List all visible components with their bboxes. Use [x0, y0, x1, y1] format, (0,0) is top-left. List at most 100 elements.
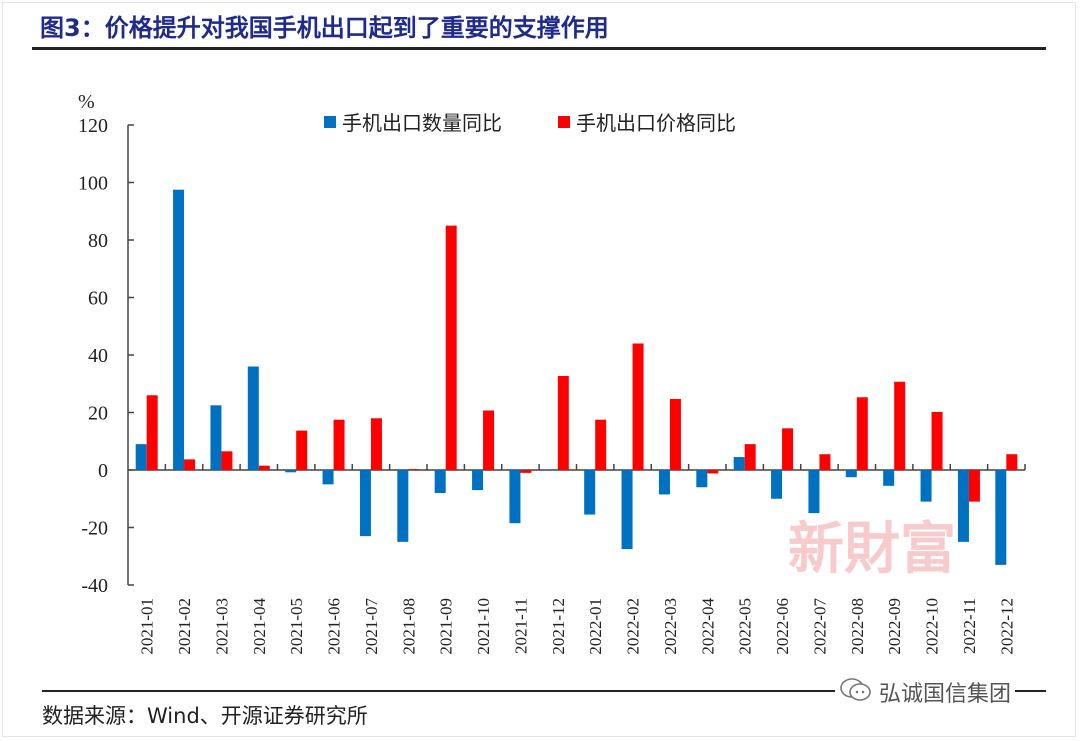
x-tick-label: 2021-03	[212, 598, 231, 655]
x-tick-label: 2021-07	[362, 598, 381, 655]
x-tick-label: 2022-01	[586, 598, 605, 655]
bar-quantity-2022-07	[808, 470, 820, 514]
x-axis-labels: 2021-01 2021-02 2021-03 2021-04 2021-05 2021-…	[138, 598, 1017, 655]
legend-swatch	[324, 116, 336, 128]
title-rule	[32, 47, 1046, 50]
bar-price-2022-06	[782, 428, 794, 470]
legend-label: 手机出口数量同比	[342, 111, 502, 135]
x-tick-label: 2021-11	[511, 598, 530, 654]
bar-quantity-2021-06	[322, 470, 334, 485]
bar-price-2022-03	[669, 398, 681, 470]
x-tick-label: 2021-10	[474, 598, 493, 655]
bar-quantity-2021-09	[434, 470, 446, 493]
x-tick-label: 2021-08	[399, 598, 418, 655]
bar-quantity-2022-06	[771, 470, 783, 499]
bar-price-2021-01	[146, 395, 158, 470]
axes: -40 -20 0 20 40 60 80 100 120%	[78, 91, 1026, 597]
bar-price-2022-08	[856, 397, 868, 470]
x-tick-label: 2022-04	[698, 598, 717, 655]
x-tick-label: 2022-08	[848, 598, 867, 655]
bar-quantity-2022-09	[883, 470, 895, 486]
footer-brand-text: 弘诚国信集团	[879, 682, 1012, 707]
bar-quantity-2021-04	[247, 366, 259, 470]
bar-price-2021-07	[370, 418, 382, 470]
bar-price-2021-10	[483, 410, 495, 470]
y-tick-label: -20	[81, 518, 108, 540]
figure-title: 图3：价格提升对我国手机出口起到了重要的支撑作用	[40, 14, 609, 42]
bar-price-2021-06	[333, 419, 345, 470]
bar-quantity-2022-05	[733, 457, 745, 470]
bar-price-2022-05	[744, 444, 756, 470]
x-tick-label: 2021-06	[325, 598, 344, 655]
bar-quantity-2021-03	[210, 405, 222, 470]
y-tick-label: -40	[81, 575, 108, 597]
x-tick-label: 2022-12	[997, 598, 1016, 655]
y-tick-label: 60	[88, 288, 108, 310]
x-tick-label: 2021-05	[287, 598, 306, 655]
bar-quantity-2021-08	[397, 470, 409, 542]
y-tick-label: 100	[78, 173, 108, 195]
x-tick-label: 2022-03	[661, 598, 680, 655]
bar-price-2022-12	[1006, 454, 1018, 470]
y-tick-label: 20	[88, 403, 108, 425]
x-tick-label: 2022-10	[923, 598, 942, 655]
footer-brand: 弘诚国信集团	[835, 676, 1016, 708]
bar-quantity-2021-01	[135, 444, 147, 470]
bar-price-2021-11	[520, 470, 532, 473]
bar-price-2022-09	[894, 381, 906, 470]
bar-quantity-2022-11	[957, 470, 969, 542]
bar-price-2022-04	[707, 470, 719, 474]
x-tick-label: 2022-06	[773, 598, 792, 655]
bar-quantity-2022-12	[995, 470, 1007, 565]
x-tick-label: 2022-07	[810, 598, 829, 655]
x-tick-label: 2021-12	[549, 598, 568, 655]
bar-quantity-2021-12	[546, 470, 558, 471]
x-tick-label: 2021-02	[175, 598, 194, 655]
bar-quantity-2022-03	[658, 470, 670, 495]
x-tick-label: 2022-05	[736, 598, 755, 655]
bar-quantity-2022-02	[621, 470, 633, 550]
bar-quantity-2022-04	[696, 470, 708, 488]
x-tick-label: 2021-01	[138, 598, 157, 655]
y-tick-label: 0	[98, 460, 108, 482]
bar-price-2022-01	[595, 419, 607, 470]
legend: 手机出口数量同比 手机出口价格同比	[324, 111, 736, 135]
y-axis-unit: %	[78, 91, 95, 113]
x-tick-label: 2021-09	[437, 598, 456, 655]
bar-price-2021-04	[258, 465, 270, 470]
x-tick-label: 2022-09	[885, 598, 904, 655]
source-rule	[42, 690, 1046, 692]
bar-price-2021-08	[408, 469, 420, 470]
bar-quantity-2021-07	[359, 470, 371, 537]
y-tick-label: 40	[88, 345, 108, 367]
bar-quantity-2022-10	[920, 470, 932, 502]
bar-quantity-2022-08	[845, 470, 857, 478]
bar-quantity-2021-10	[472, 470, 484, 491]
bar-quantity-2022-01	[584, 470, 596, 515]
bar-quantity-2021-11	[509, 470, 521, 524]
y-tick-label: 120	[78, 115, 108, 137]
bar-quantity-2021-02	[173, 189, 185, 470]
bar-price-2022-11	[968, 470, 980, 502]
bar-price-2022-07	[819, 454, 831, 470]
y-tick-label: 80	[88, 230, 108, 252]
source-note: 数据来源：Wind、开源证券研究所	[42, 704, 368, 728]
legend-swatch	[558, 116, 570, 128]
bar-price-2022-02	[632, 343, 644, 470]
wechat-icon	[839, 677, 873, 708]
bar-price-2021-05	[296, 430, 308, 470]
bar-quantity-2021-05	[285, 470, 297, 473]
bars	[135, 189, 1018, 565]
bar-price-2021-02	[184, 459, 196, 470]
x-tick-label: 2022-11	[960, 598, 979, 654]
bar-price-2021-03	[221, 451, 233, 470]
bar-price-2021-09	[445, 225, 457, 470]
watermark: 新財富	[788, 516, 956, 582]
legend-label: 手机出口价格同比	[576, 111, 736, 135]
x-tick-label: 2021-04	[250, 598, 269, 655]
bar-price-2022-10	[931, 411, 943, 470]
x-tick-label: 2022-02	[624, 598, 643, 655]
bar-price-2021-12	[557, 375, 569, 470]
